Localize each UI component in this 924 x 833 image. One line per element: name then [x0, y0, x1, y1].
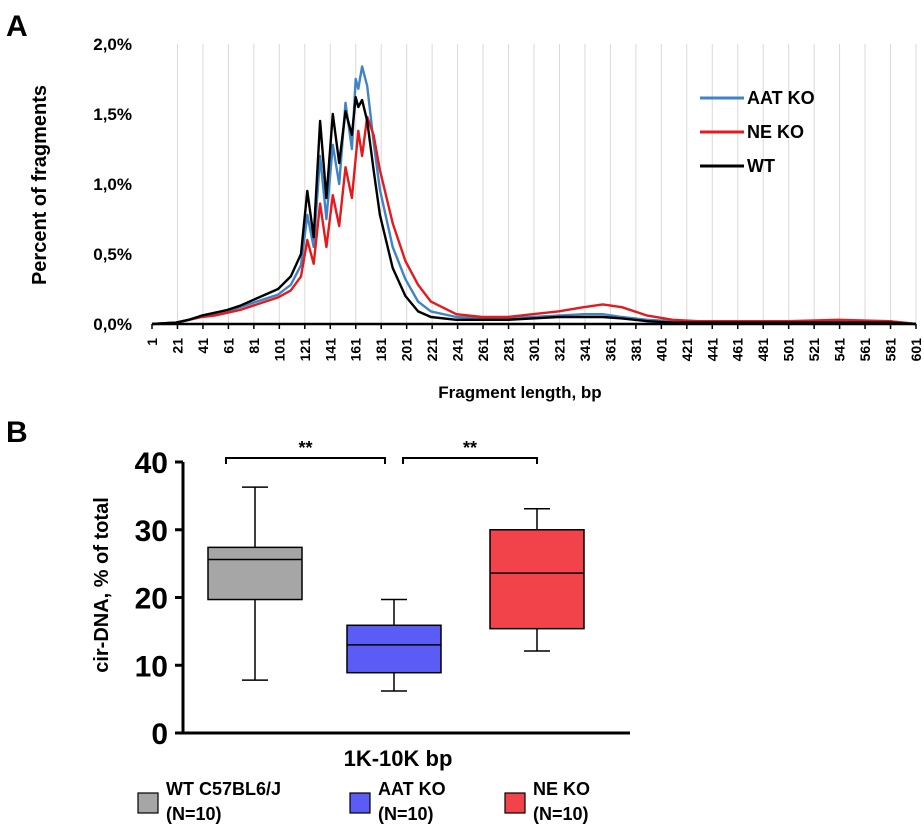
legend-swatch	[349, 792, 371, 814]
legend-swatch	[504, 792, 526, 814]
x-tick-label: 461	[730, 338, 746, 362]
panel-a-letter: A	[6, 10, 28, 43]
legend-label: AAT KO	[747, 88, 815, 108]
y-tick-label: 1,0%	[93, 175, 132, 194]
panel-b-y-axis-label: cir-DNA, % of total	[91, 497, 113, 673]
panel-a-legend: AAT KO NE KO WT	[700, 88, 815, 176]
series-line-wt	[151, 95, 917, 326]
x-tick-label: 321	[551, 338, 567, 362]
x-tick-label: 241	[450, 338, 466, 362]
y-tick-label: 30	[135, 515, 168, 548]
y-tick-label: 10	[135, 650, 168, 683]
legend-label: WT C57BL6/J	[166, 779, 281, 799]
y-tick-label: 0,0%	[93, 315, 132, 334]
x-tick-label: 501	[781, 338, 797, 362]
legend-n-label: (N=10)	[166, 804, 222, 824]
box-2	[346, 624, 442, 674]
x-tick-label: 521	[806, 338, 822, 362]
x-tick-label: 281	[501, 338, 517, 362]
legend-label: AAT KO	[378, 779, 446, 799]
panel-a-y-ticks: 0,0% 0,5% 1,0% 1,5% 2,0%	[93, 35, 132, 334]
panel-b-letter: B	[6, 416, 28, 449]
x-tick-label: 481	[755, 338, 771, 362]
legend-label: NE KO	[747, 122, 804, 142]
x-tick-label: 381	[628, 338, 644, 362]
x-tick-label: 101	[271, 338, 287, 362]
x-tick-label: 401	[653, 338, 669, 362]
y-tick-label: 0	[151, 718, 168, 751]
panel-b-y-ticks: 0 10 20 30 40	[135, 447, 183, 751]
x-tick-label: 121	[297, 338, 313, 362]
x-tick-label: 441	[704, 338, 720, 362]
legend-n-label: (N=10)	[378, 804, 434, 824]
x-tick-label: 201	[399, 338, 415, 362]
x-tick-label: 581	[883, 338, 899, 362]
panel-b-legend: WT C57BL6/J (N=10) AAT KO (N=10) NE KO (N=10)	[137, 779, 590, 824]
x-tick-label: 261	[475, 338, 491, 362]
panel-a-series	[151, 65, 917, 326]
y-tick-label: 1,5%	[93, 105, 132, 124]
panel-a-gridlines	[176, 44, 917, 324]
panel-a-x-ticks: 1 21 41 61 81 101 121 141 161 181 201 221 241 261 281 3…	[144, 324, 924, 361]
x-tick-label: 21	[169, 338, 185, 354]
y-tick-label: 2,0%	[93, 35, 132, 54]
x-tick-label: 181	[373, 338, 389, 362]
x-tick-label: 1	[144, 338, 160, 346]
x-tick-label: 561	[857, 338, 873, 362]
x-tick-label: 81	[246, 338, 262, 354]
panel-a-y-axis-label: Percent of fragments	[29, 85, 51, 285]
significance-label: **	[463, 438, 477, 458]
series-line-aat-ko	[151, 65, 917, 326]
panel-b-x-axis-label: 1K-10K bp	[344, 746, 453, 771]
x-tick-label: 61	[220, 338, 236, 354]
x-tick-label: 421	[679, 338, 695, 362]
significance-bracket	[225, 457, 386, 464]
legend-label: NE KO	[533, 779, 590, 799]
panel-a-x-axis-label: Fragment length, bp	[438, 383, 601, 402]
panel-b-significance: ** **	[225, 438, 538, 464]
x-tick-label: 361	[602, 338, 618, 362]
box-3	[489, 529, 585, 630]
y-tick-label: 20	[135, 583, 168, 616]
x-tick-label: 601	[908, 338, 924, 362]
x-tick-label: 341	[577, 338, 593, 362]
significance-label: **	[298, 438, 312, 458]
panel-b-chart: 0 10 20 30 40 ** ** cir-DNA, % of total 1K-10…	[91, 438, 630, 824]
legend-label: WT	[747, 156, 775, 176]
legend-n-label: (N=10)	[533, 804, 589, 824]
panel-a-chart: 0,0%0,5%1,0%1,5%2,0% 1 21 41 61 81 101 121 141 1…	[29, 35, 924, 402]
y-tick-label: 40	[135, 447, 168, 480]
box-1	[207, 546, 303, 601]
x-tick-label: 541	[832, 338, 848, 362]
panel-b-boxes	[207, 486, 585, 692]
x-tick-label: 221	[424, 338, 440, 362]
legend-swatch	[137, 792, 159, 814]
significance-bracket	[402, 457, 538, 464]
x-tick-label: 301	[526, 338, 542, 362]
x-tick-label: 41	[195, 338, 211, 354]
x-tick-label: 161	[348, 338, 364, 362]
x-tick-label: 141	[322, 338, 338, 362]
y-tick-label: 0,5%	[93, 245, 132, 264]
